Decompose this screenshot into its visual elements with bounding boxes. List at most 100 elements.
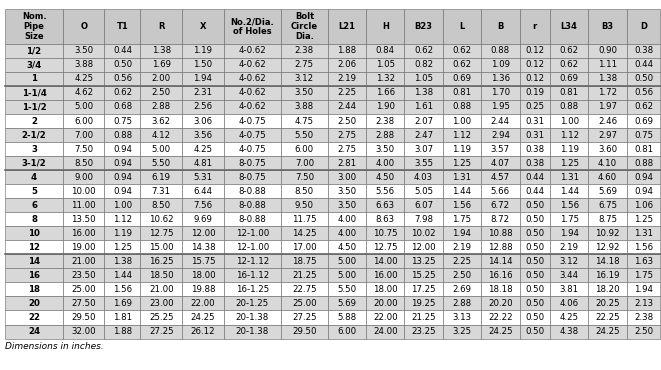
Text: 1: 1 [31, 74, 37, 83]
Text: 1.72: 1.72 [598, 88, 617, 97]
Text: 0.31: 0.31 [525, 131, 544, 139]
Text: T1: T1 [116, 22, 128, 31]
Text: 1.31: 1.31 [560, 173, 579, 182]
Text: 16.16: 16.16 [488, 271, 513, 280]
Text: 27.50: 27.50 [71, 299, 96, 308]
Text: 14.25: 14.25 [292, 229, 317, 238]
Text: 0.94: 0.94 [113, 145, 132, 154]
Text: 1.44: 1.44 [560, 187, 579, 196]
Text: 4.00: 4.00 [375, 159, 395, 168]
Text: 0.94: 0.94 [113, 173, 132, 182]
Text: 8.50: 8.50 [74, 159, 93, 168]
Text: 0.12: 0.12 [525, 60, 544, 70]
Text: 0.88: 0.88 [491, 46, 510, 56]
Text: 1.94: 1.94 [453, 229, 471, 238]
Text: 24.25: 24.25 [596, 327, 620, 336]
Text: 9.69: 9.69 [194, 215, 212, 224]
Text: 1.25: 1.25 [560, 159, 579, 168]
Text: 7.00: 7.00 [74, 131, 93, 139]
Text: 18.00: 18.00 [190, 271, 215, 280]
Text: 22.00: 22.00 [190, 299, 215, 308]
Text: 10.75: 10.75 [373, 229, 397, 238]
Text: 8-0.88: 8-0.88 [239, 215, 266, 224]
Text: 3.55: 3.55 [414, 159, 433, 168]
Text: 0.62: 0.62 [560, 46, 579, 56]
Text: 1.88: 1.88 [113, 327, 132, 336]
Text: 0.50: 0.50 [525, 285, 544, 294]
Text: 1.90: 1.90 [375, 102, 395, 111]
Text: 1.75: 1.75 [452, 215, 471, 224]
Text: 2.47: 2.47 [414, 131, 433, 139]
Text: 3.50: 3.50 [74, 46, 93, 56]
Text: 4.25: 4.25 [560, 313, 579, 322]
Text: 2.31: 2.31 [193, 88, 212, 97]
Text: 26.12: 26.12 [190, 327, 215, 336]
Text: 22.00: 22.00 [373, 313, 397, 322]
Text: 4.25: 4.25 [193, 145, 212, 154]
Text: 1.06: 1.06 [634, 201, 653, 210]
Text: 1.69: 1.69 [113, 299, 132, 308]
Text: 19.00: 19.00 [71, 243, 96, 252]
Text: 4.06: 4.06 [560, 299, 579, 308]
Text: 2.07: 2.07 [414, 117, 433, 125]
Text: 4-0.62: 4-0.62 [239, 60, 266, 70]
Text: 12.00: 12.00 [190, 229, 215, 238]
Text: L21: L21 [338, 22, 356, 31]
Text: 1.88: 1.88 [337, 46, 356, 56]
Text: 0.50: 0.50 [525, 215, 544, 224]
Text: 7.98: 7.98 [414, 215, 433, 224]
Text: 4-0.75: 4-0.75 [239, 117, 266, 125]
Text: 24.00: 24.00 [373, 327, 397, 336]
Text: 3.50: 3.50 [337, 187, 356, 196]
Text: 15.00: 15.00 [149, 243, 174, 252]
Text: 1.44: 1.44 [113, 271, 132, 280]
Text: 1.50: 1.50 [193, 60, 212, 70]
Text: 1.66: 1.66 [375, 88, 395, 97]
Text: 6.75: 6.75 [598, 201, 617, 210]
Text: 13.25: 13.25 [411, 257, 436, 266]
Text: 6.19: 6.19 [152, 173, 171, 182]
Text: 3-1/2: 3-1/2 [22, 159, 46, 168]
Text: 1-1/4: 1-1/4 [22, 88, 46, 97]
Text: 5.00: 5.00 [337, 271, 356, 280]
Text: L34: L34 [561, 22, 578, 31]
Text: 24.25: 24.25 [190, 313, 215, 322]
Text: 0.31: 0.31 [525, 117, 544, 125]
Text: 23.25: 23.25 [411, 327, 436, 336]
Text: 2.88: 2.88 [375, 131, 395, 139]
Text: Dimensions in inches.: Dimensions in inches. [5, 342, 104, 351]
Text: 2-1/2: 2-1/2 [22, 131, 46, 139]
Text: 10.92: 10.92 [596, 229, 620, 238]
Text: 8.50: 8.50 [151, 201, 171, 210]
Text: 5.56: 5.56 [375, 187, 395, 196]
Text: 2.50: 2.50 [634, 327, 653, 336]
Text: 7.50: 7.50 [295, 173, 314, 182]
Text: 0.75: 0.75 [634, 131, 653, 139]
Text: 0.69: 0.69 [453, 74, 471, 83]
Text: 4-0.62: 4-0.62 [239, 46, 266, 56]
Text: 2.97: 2.97 [598, 131, 617, 139]
Text: 12.00: 12.00 [411, 243, 436, 252]
Text: 3.07: 3.07 [414, 145, 433, 154]
Text: 12-1.00: 12-1.00 [236, 229, 269, 238]
Text: 2: 2 [31, 117, 37, 125]
Text: 16: 16 [28, 271, 40, 280]
Text: 0.62: 0.62 [414, 46, 433, 56]
Text: 1.12: 1.12 [452, 131, 471, 139]
Text: 12-1.12: 12-1.12 [236, 257, 269, 266]
Text: 7.00: 7.00 [295, 159, 314, 168]
Text: 0.88: 0.88 [560, 102, 579, 111]
Text: 4.57: 4.57 [491, 173, 510, 182]
Text: 18.50: 18.50 [149, 271, 174, 280]
Text: R: R [158, 22, 165, 31]
Text: 15.75: 15.75 [190, 257, 215, 266]
Text: 4.25: 4.25 [74, 74, 93, 83]
Text: 10.88: 10.88 [488, 229, 513, 238]
Text: 1.31: 1.31 [634, 229, 653, 238]
Text: 4.38: 4.38 [560, 327, 579, 336]
Text: 0.82: 0.82 [414, 60, 433, 70]
Text: 3.56: 3.56 [193, 131, 212, 139]
Text: 0.50: 0.50 [525, 257, 544, 266]
Text: 3.60: 3.60 [598, 145, 617, 154]
Text: 11.75: 11.75 [292, 215, 317, 224]
